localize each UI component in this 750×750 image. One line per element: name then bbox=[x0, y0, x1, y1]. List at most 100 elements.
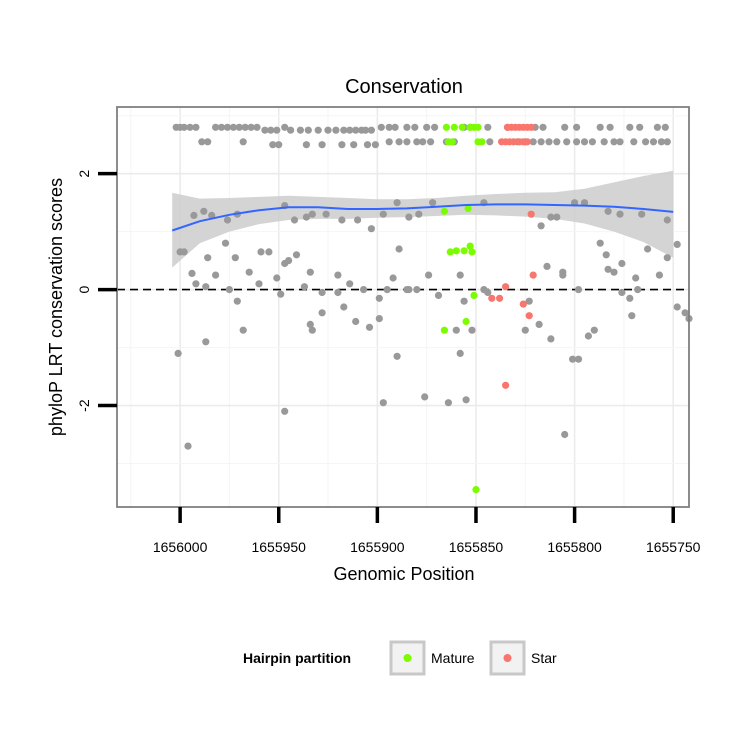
data-point bbox=[427, 138, 435, 146]
data-point bbox=[403, 138, 411, 146]
x-tick-label: 1655800 bbox=[547, 539, 602, 555]
smooth-trend-line bbox=[171, 203, 674, 232]
data-point bbox=[290, 216, 299, 224]
data-point bbox=[204, 254, 212, 262]
data-point bbox=[442, 123, 450, 131]
data-point bbox=[602, 251, 610, 259]
data-point bbox=[245, 268, 253, 276]
data-point bbox=[212, 271, 220, 279]
data-point bbox=[275, 141, 283, 149]
data-point bbox=[626, 294, 634, 302]
x-tick-label: 1655750 bbox=[646, 539, 701, 555]
data-point bbox=[543, 262, 551, 270]
legend-entry-star: Star bbox=[489, 640, 557, 676]
data-point bbox=[346, 280, 354, 288]
data-point bbox=[636, 123, 644, 131]
data-point bbox=[496, 294, 504, 302]
confidence-band bbox=[172, 170, 674, 268]
data-point bbox=[480, 286, 488, 294]
data-point bbox=[563, 138, 571, 146]
data-point bbox=[361, 126, 370, 134]
data-point bbox=[452, 326, 460, 334]
data-point bbox=[273, 126, 281, 134]
y-tick-label: -2 bbox=[76, 399, 92, 412]
data-point bbox=[525, 312, 533, 320]
data-point bbox=[456, 349, 464, 357]
data-point bbox=[472, 486, 480, 494]
data-point bbox=[478, 138, 486, 146]
data-point bbox=[468, 248, 476, 256]
data-point bbox=[273, 274, 281, 282]
data-point bbox=[529, 138, 537, 146]
data-point bbox=[318, 141, 326, 149]
data-point bbox=[257, 248, 265, 256]
data-point bbox=[292, 251, 301, 259]
data-point bbox=[371, 141, 379, 149]
plot-panel bbox=[116, 106, 693, 508]
x-axis: 1656000 1655950 1655900 1655850 1655800 16557… bbox=[153, 507, 701, 555]
data-point bbox=[190, 211, 198, 219]
data-point bbox=[596, 123, 604, 131]
data-point bbox=[610, 268, 618, 276]
data-point bbox=[655, 271, 664, 279]
data-point bbox=[302, 141, 310, 149]
data-point bbox=[413, 286, 421, 294]
data-point bbox=[618, 259, 626, 268]
data-point bbox=[261, 126, 269, 134]
panel-background bbox=[117, 107, 689, 507]
data-point bbox=[184, 442, 192, 450]
data-point bbox=[596, 239, 604, 247]
legend-swatch-mature bbox=[403, 654, 412, 662]
data-point bbox=[574, 355, 583, 363]
legend: Hairpin partition Mature Star bbox=[243, 640, 557, 676]
data-point bbox=[502, 381, 510, 389]
data-point bbox=[403, 286, 411, 294]
data-point bbox=[642, 138, 650, 146]
data-point bbox=[267, 126, 275, 134]
data-point bbox=[529, 271, 537, 279]
confidence-band-layer bbox=[172, 170, 674, 268]
data-point bbox=[281, 123, 289, 131]
y-tick-label: 2 bbox=[76, 170, 92, 178]
data-point bbox=[618, 288, 626, 297]
data-point bbox=[180, 123, 188, 131]
data-point bbox=[338, 216, 346, 224]
data-point bbox=[221, 239, 230, 247]
data-point bbox=[632, 274, 640, 282]
series-star bbox=[488, 123, 537, 389]
data-point bbox=[192, 280, 200, 288]
data-point bbox=[521, 326, 529, 334]
data-point bbox=[385, 138, 393, 146]
data-point bbox=[198, 138, 206, 146]
data-point bbox=[233, 297, 241, 305]
x-tick-label: 1655950 bbox=[251, 539, 306, 555]
data-point bbox=[663, 254, 671, 262]
data-point bbox=[462, 317, 470, 326]
data-point bbox=[204, 138, 212, 146]
data-point bbox=[346, 126, 354, 134]
data-point bbox=[338, 141, 346, 149]
data-point bbox=[653, 123, 662, 131]
data-point bbox=[300, 283, 308, 291]
data-point bbox=[180, 248, 188, 256]
data-point bbox=[202, 283, 210, 291]
data-point bbox=[600, 138, 608, 146]
data-point bbox=[304, 126, 312, 134]
data-point bbox=[573, 123, 581, 131]
data-point bbox=[239, 326, 247, 334]
data-point bbox=[389, 274, 397, 282]
data-point bbox=[535, 320, 543, 328]
data-point bbox=[657, 138, 666, 146]
data-point bbox=[208, 211, 216, 219]
data-point bbox=[519, 300, 527, 308]
data-point bbox=[391, 123, 399, 131]
data-point bbox=[574, 286, 583, 294]
data-point bbox=[616, 138, 624, 146]
data-point bbox=[318, 288, 326, 297]
data-point bbox=[415, 210, 423, 218]
data-point bbox=[468, 326, 476, 334]
data-point bbox=[590, 326, 598, 334]
data-point bbox=[663, 138, 671, 146]
data-point bbox=[253, 123, 261, 131]
data-point bbox=[308, 326, 316, 334]
